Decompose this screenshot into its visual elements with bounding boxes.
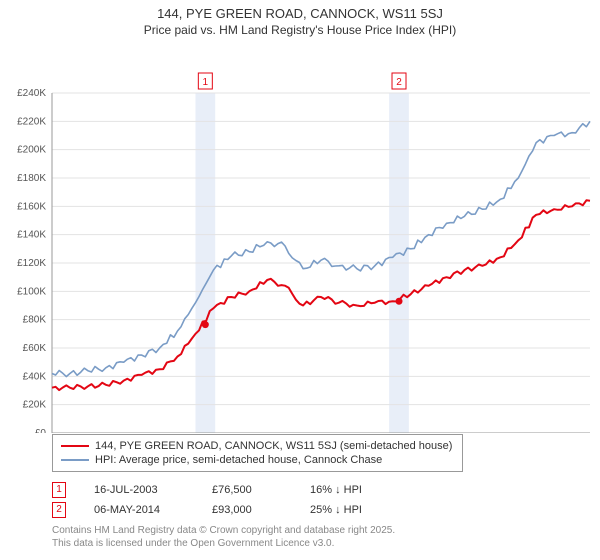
- sales-table: 1 16-JUL-2003 £76,500 16% ↓ HPI 2 06-MAY…: [52, 480, 362, 520]
- attribution-line: Contains HM Land Registry data © Crown c…: [52, 524, 395, 537]
- svg-text:£140K: £140K: [17, 230, 46, 241]
- attribution: Contains HM Land Registry data © Crown c…: [52, 524, 395, 550]
- svg-text:2: 2: [396, 77, 402, 88]
- chart-container: 144, PYE GREEN ROAD, CANNOCK, WS11 5SJ P…: [0, 0, 600, 560]
- sale-marker-icon: 1: [52, 482, 66, 498]
- svg-text:£100K: £100K: [17, 286, 46, 297]
- svg-text:£200K: £200K: [17, 145, 46, 156]
- attribution-line: This data is licensed under the Open Gov…: [52, 537, 395, 550]
- chart-area: £0£20K£40K£60K£80K£100K£120K£140K£160K£1…: [0, 43, 600, 423]
- sale-date: 06-MAY-2014: [94, 504, 184, 516]
- svg-text:£80K: £80K: [23, 315, 47, 326]
- sale-date: 16-JUL-2003: [94, 484, 184, 496]
- sale-price: £93,000: [212, 504, 282, 516]
- chart-title: 144, PYE GREEN ROAD, CANNOCK, WS11 5SJ: [0, 0, 600, 21]
- legend-label: HPI: Average price, semi-detached house,…: [95, 454, 382, 466]
- sale-marker-icon: 2: [52, 502, 66, 518]
- svg-text:£120K: £120K: [17, 258, 46, 269]
- svg-text:£160K: £160K: [17, 201, 46, 212]
- svg-text:£40K: £40K: [23, 371, 47, 382]
- legend-row: 144, PYE GREEN ROAD, CANNOCK, WS11 5SJ (…: [61, 439, 452, 453]
- svg-text:£240K: £240K: [17, 88, 46, 99]
- legend-swatch-property: [61, 445, 89, 447]
- sale-row: 1 16-JUL-2003 £76,500 16% ↓ HPI: [52, 480, 362, 500]
- svg-text:£220K: £220K: [17, 116, 46, 127]
- chart-subtitle: Price paid vs. HM Land Registry's House …: [0, 21, 600, 43]
- svg-text:£60K: £60K: [23, 343, 47, 354]
- sale-row: 2 06-MAY-2014 £93,000 25% ↓ HPI: [52, 500, 362, 520]
- svg-text:£180K: £180K: [17, 173, 46, 184]
- svg-text:1: 1: [203, 77, 209, 88]
- svg-text:£20K: £20K: [23, 400, 47, 411]
- legend-swatch-hpi: [61, 459, 89, 461]
- sale-delta: 16% ↓ HPI: [310, 484, 362, 496]
- svg-text:£0: £0: [35, 428, 47, 433]
- legend-row: HPI: Average price, semi-detached house,…: [61, 453, 452, 467]
- sale-price: £76,500: [212, 484, 282, 496]
- chart-svg: £0 £20K £40K £60K £80K £100K £120K £140K £160K £1…: [0, 43, 600, 433]
- legend-label: 144, PYE GREEN ROAD, CANNOCK, WS11 5SJ (…: [95, 440, 452, 452]
- sale-delta: 25% ↓ HPI: [310, 504, 362, 516]
- legend: 144, PYE GREEN ROAD, CANNOCK, WS11 5SJ (…: [52, 434, 463, 472]
